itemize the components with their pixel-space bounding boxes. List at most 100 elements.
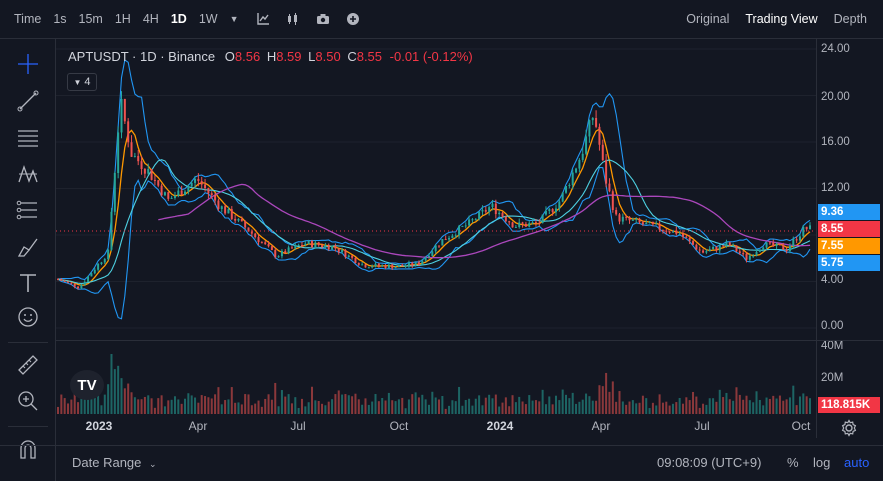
candle-body: [738, 251, 741, 254]
price-tick: 4.00: [821, 274, 844, 286]
candle-body: [80, 284, 83, 289]
camera-icon[interactable]: [316, 12, 330, 26]
candle-body: [414, 262, 417, 266]
interval-1s[interactable]: 1s: [53, 12, 67, 26]
clock-display[interactable]: 09:08:09 (UTC+9): [657, 455, 762, 470]
price-tick: 20.00: [821, 91, 850, 103]
pattern-icon[interactable]: [14, 160, 42, 188]
time-label[interactable]: Time: [14, 12, 42, 26]
interval-15m[interactable]: 15m: [78, 12, 103, 26]
indicators-icon[interactable]: [256, 12, 270, 26]
volume-bar: [755, 391, 758, 414]
candle-body: [464, 225, 467, 227]
candle-body: [788, 246, 791, 252]
candle-body: [468, 219, 471, 226]
interval-1d[interactable]: 1D: [170, 12, 187, 26]
magnet-icon[interactable]: [14, 436, 42, 464]
candle-body: [230, 209, 233, 219]
auto-toggle[interactable]: auto: [844, 455, 870, 470]
text-icon[interactable]: [14, 269, 42, 297]
view-depth[interactable]: Depth: [833, 12, 867, 26]
volume-bar: [304, 406, 307, 414]
candle-type-icon[interactable]: [286, 12, 300, 26]
interval-dropdown-icon[interactable]: ▼: [229, 14, 239, 24]
candle-body: [240, 218, 243, 222]
candle-body: [621, 216, 624, 222]
date-range-button[interactable]: Date Range ⌄: [72, 455, 157, 470]
zoom-in-icon[interactable]: [14, 387, 42, 415]
bollinger-upper-tag: 9.36: [818, 204, 880, 220]
chart-legend: APTUSDT · 1D · Binance O8.56 H8.59 L8.50…: [68, 49, 473, 64]
volume-bar: [758, 400, 761, 414]
fib-icon[interactable]: [14, 196, 42, 224]
volume-bar: [738, 394, 741, 414]
candle-body: [802, 226, 805, 237]
volume-bar: [177, 399, 180, 414]
volume-bar: [77, 402, 80, 414]
crosshair-icon[interactable]: [14, 50, 42, 78]
volume-bar: [448, 405, 451, 414]
volume-bar: [160, 395, 163, 414]
price-axis[interactable]: 24.00 20.00 16.00 12.00 4.00 0.00 9.36 8…: [816, 38, 883, 438]
candle-body: [508, 221, 511, 223]
volume-bar: [427, 404, 430, 414]
gear-icon[interactable]: [837, 417, 861, 439]
volume-bar: [795, 405, 798, 414]
volume-bar: [180, 403, 183, 414]
volume-bar: [451, 400, 454, 414]
interval-1h[interactable]: 1H: [114, 12, 131, 26]
candle-body: [147, 169, 150, 174]
interval-4h[interactable]: 4H: [142, 12, 159, 26]
candle-body: [745, 253, 748, 260]
brush-icon[interactable]: [14, 233, 42, 261]
candle-body: [571, 172, 574, 186]
emoji-icon[interactable]: [14, 303, 42, 331]
candle-body: [615, 210, 618, 215]
ruler-icon[interactable]: [14, 351, 42, 379]
candle-body: [685, 236, 688, 238]
volume-bar: [785, 399, 788, 414]
log-toggle[interactable]: log: [813, 455, 831, 470]
volume-bar: [307, 402, 310, 414]
volume-bar: [518, 396, 521, 414]
candle-body: [698, 249, 701, 251]
volume-bar: [605, 372, 608, 414]
candle-body: [60, 279, 63, 281]
horizontal-lines-icon[interactable]: [14, 124, 42, 152]
candle-body: [625, 216, 628, 218]
time-axis[interactable]: 2023 Apr Jul Oct 2024 Apr Jul Oct: [56, 412, 816, 438]
volume-bar: [798, 396, 801, 414]
symbol-title[interactable]: APTUSDT · 1D · Binance: [68, 49, 216, 64]
top-toolbar: Time 1s 15m 1H 4H 1D 1W ▼ Original Tradi…: [0, 0, 883, 38]
candle-body: [391, 264, 394, 269]
interval-1w[interactable]: 1W: [198, 12, 218, 26]
volume-bar: [778, 395, 781, 414]
candle-body: [227, 209, 230, 214]
view-original[interactable]: Original: [686, 12, 730, 26]
volume-bar: [150, 398, 153, 414]
tradingview-logo[interactable]: TV: [70, 370, 104, 400]
view-trading-view[interactable]: Trading View: [745, 12, 818, 26]
chart-pane[interactable]: [56, 38, 816, 438]
add-icon[interactable]: [346, 12, 360, 26]
volume-bar: [498, 406, 501, 414]
volume-bar: [775, 398, 778, 414]
ma-tag: 7.55: [818, 238, 880, 254]
volume-bar: [204, 396, 207, 414]
volume-bar: [628, 401, 631, 414]
volume-bar: [478, 395, 481, 414]
percent-toggle[interactable]: %: [787, 455, 799, 470]
volume-bar: [247, 394, 250, 414]
indicator-toggle[interactable]: ▼ 4: [67, 73, 97, 91]
candle-body: [140, 161, 143, 170]
candle-body: [200, 181, 203, 185]
candle-body: [110, 211, 113, 250]
volume-bar: [494, 394, 497, 414]
volume-bar: [454, 401, 457, 414]
candle-body: [484, 209, 487, 212]
candle-body: [247, 227, 250, 232]
price-chart[interactable]: [56, 38, 816, 438]
volume-bar: [411, 394, 414, 414]
trend-line-icon[interactable]: [14, 87, 42, 115]
pane-divider[interactable]: [56, 340, 883, 341]
